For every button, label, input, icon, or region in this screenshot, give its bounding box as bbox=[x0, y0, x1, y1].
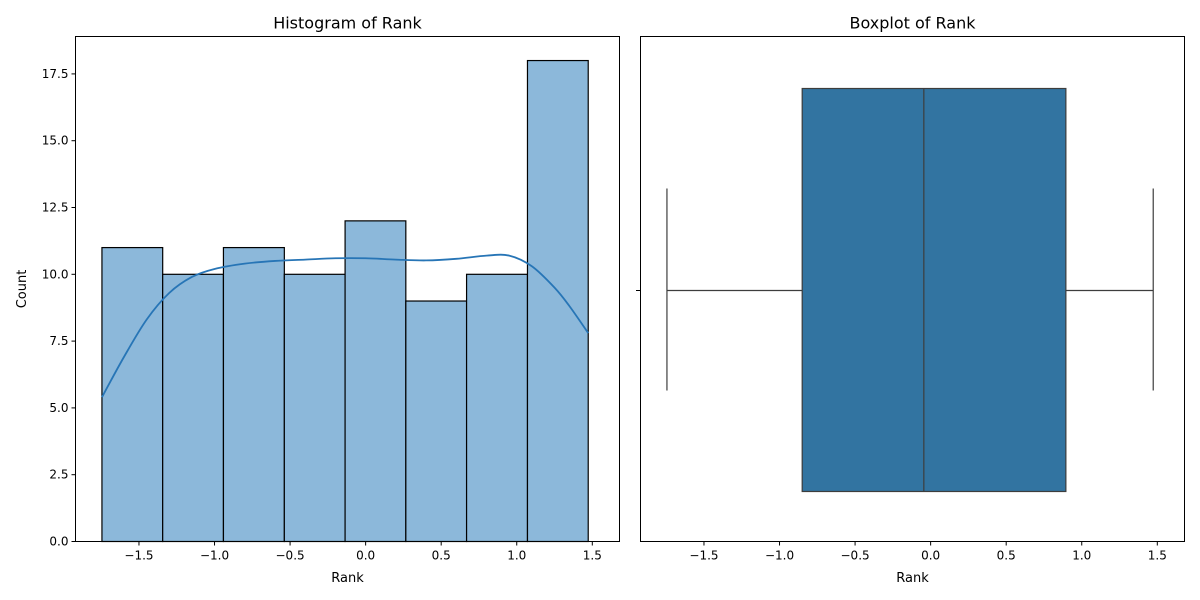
boxplot-x-ticks: −1.5 −1.0 −0.5 0.0 0.5 1.0 1.5 bbox=[689, 541, 1167, 563]
boxplot-title: Boxplot of Rank bbox=[850, 14, 977, 33]
histogram-y-tick-label: 17.5 bbox=[42, 67, 69, 81]
histogram-x-tick-label: 0.0 bbox=[356, 549, 375, 563]
histogram-x-tick-label: 0.5 bbox=[432, 549, 451, 563]
histogram-y-ticks: 0.0 2.5 5.0 7.5 10.0 12.5 15.0 17.5 bbox=[42, 67, 76, 549]
histogram-y-tick-label: 0.0 bbox=[49, 535, 68, 549]
histogram-bar bbox=[526, 59, 589, 543]
histogram-x-ticks: −1.5 −1.0 −0.5 0.0 0.5 1.0 1.5 bbox=[124, 541, 602, 563]
boxplot-x-tick-label: −1.5 bbox=[689, 549, 718, 563]
histogram-y-tick-label: 15.0 bbox=[42, 134, 69, 148]
histogram-y-tick-label: 2.5 bbox=[49, 468, 68, 482]
boxplot-box bbox=[801, 87, 1067, 493]
histogram-y-tick-label: 7.5 bbox=[49, 334, 68, 348]
histogram-bar bbox=[405, 300, 468, 543]
boxplot-x-tick-label: 0.5 bbox=[997, 549, 1016, 563]
histogram-axes-frame bbox=[75, 36, 620, 542]
boxplot-x-tick-label: −0.5 bbox=[841, 549, 870, 563]
histogram-bar bbox=[101, 246, 164, 543]
histogram-kde bbox=[101, 253, 589, 398]
histogram-x-tick-label: −1.0 bbox=[200, 549, 229, 563]
histogram-y-tick-label: 12.5 bbox=[42, 201, 69, 215]
histogram-bar bbox=[222, 246, 285, 543]
histogram-bar bbox=[283, 273, 346, 543]
histogram-bar bbox=[465, 273, 529, 543]
boxplot-x-tick-label: 1.5 bbox=[1148, 549, 1167, 563]
histogram-x-tick-label: 1.5 bbox=[583, 549, 602, 563]
boxplot-x-tick-label: 0.0 bbox=[921, 549, 940, 563]
boxplot-x-tick-label: 1.0 bbox=[1072, 549, 1091, 563]
histogram-kde-line bbox=[101, 253, 589, 398]
boxplot-x-axis-label: Rank bbox=[896, 571, 929, 586]
boxplot-x-tick-label: −1.0 bbox=[765, 549, 794, 563]
histogram-y-axis-label: Count bbox=[15, 270, 30, 309]
histogram-y-tick-label: 5.0 bbox=[49, 401, 68, 415]
histogram-x-axis-label: Rank bbox=[331, 571, 364, 586]
histogram-x-tick-label: −1.5 bbox=[124, 549, 153, 563]
histogram-bar bbox=[344, 220, 407, 543]
boxplot-axes-frame bbox=[640, 36, 1185, 542]
histogram-panel: Histogram of Rank −1.5 −1.0 −0.5 0.0 0.5 1.0 1… bbox=[15, 14, 620, 586]
histogram-title: Histogram of Rank bbox=[273, 14, 422, 33]
histogram-bars bbox=[101, 59, 589, 543]
histogram-x-tick-label: −0.5 bbox=[276, 549, 305, 563]
histogram-x-tick-label: 1.0 bbox=[507, 549, 526, 563]
histogram-y-tick-label: 10.0 bbox=[42, 267, 69, 281]
boxplot-elements bbox=[666, 87, 1154, 493]
histogram-bar bbox=[162, 273, 225, 543]
boxplot-panel: Boxplot of Rank −1.5 −1.0 −0.5 0.0 0.5 1.0 1.5… bbox=[636, 14, 1185, 586]
